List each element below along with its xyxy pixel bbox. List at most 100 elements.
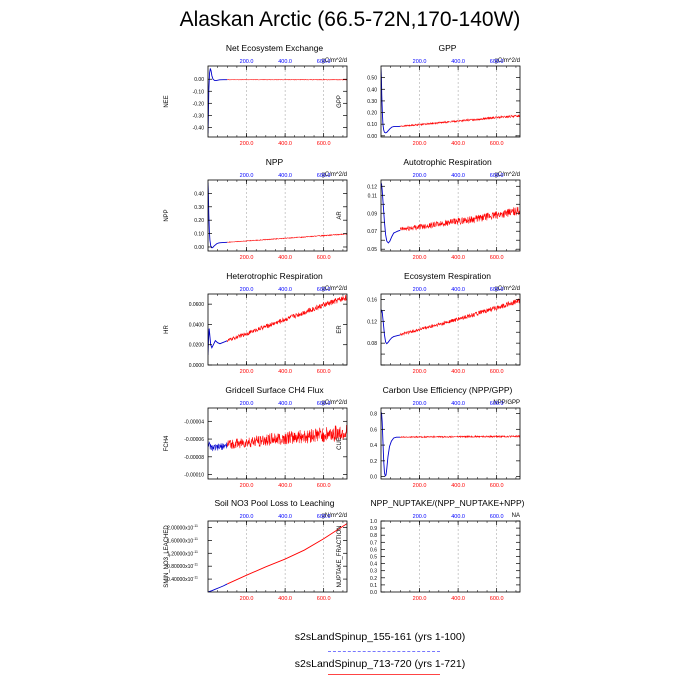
panel-ylabel-3: AR — [337, 211, 343, 220]
ytick-label-5-2: 0.08 — [367, 341, 377, 347]
xtoptick-label-7-0: 200.0 — [413, 401, 427, 407]
ytick-label-7-4: 0.8 — [370, 412, 377, 418]
panel-ylabel-2: NPP — [164, 209, 170, 221]
ytick-label-3-6: 0.11 — [368, 193, 378, 199]
legend-label-run-713-720: s2sLandSpinup_713-720 (yrs 1-721) — [294, 658, 466, 670]
xtoptick-label-5-0: 200.0 — [413, 287, 427, 293]
xtoptick-label-8-0: 200.0 — [240, 514, 254, 520]
xtick-label-0-0: 200.0 — [240, 141, 254, 147]
panel-ylabel-0: NEE — [164, 95, 170, 107]
ytick-label-0-1: -0.10 — [193, 89, 205, 95]
panel-units-3: gC/m^2/d — [495, 172, 521, 178]
xtick-label-3-0: 200.0 — [413, 255, 427, 261]
ytick-label-1-4: 0.40 — [367, 87, 377, 93]
panel-9: NPP_NUPTAKE/(NPP_NUPTAKE+NPP) NA NUPTAKE_F… — [337, 498, 525, 602]
panel-units-6: gC/m^2/d — [322, 400, 348, 406]
series-line-6-1 — [227, 424, 347, 449]
xtick-label-9-0: 200.0 — [413, 596, 427, 602]
series-line-3-0 — [381, 182, 401, 244]
panel-units-5: gC/m^2/d — [495, 286, 521, 292]
xtoptick-label-3-2: 600.0 — [490, 173, 504, 179]
panel-title-2: NPP — [266, 157, 284, 167]
xtoptick-label-1-1: 400.0 — [451, 59, 465, 65]
legend-line-run-155-161 — [328, 651, 440, 652]
ytick-label-2-4: 0.40 — [194, 191, 204, 197]
series-line-2-1 — [227, 233, 347, 243]
ytick-label-2-1: 0.10 — [194, 232, 204, 238]
xtoptick-label-9-1: 400.0 — [451, 514, 465, 520]
panel-units-1: gC/m^2/d — [495, 58, 521, 64]
xtick-label-2-2: 600.0 — [317, 255, 331, 261]
xtoptick-label-3-0: 200.0 — [413, 173, 427, 179]
xtick-label-6-1: 400.0 — [278, 483, 292, 489]
xtoptick-label-5-1: 400.0 — [451, 287, 465, 293]
ytick-label-8-1: 0.80000x10-11 — [167, 563, 198, 571]
xtoptick-label-2-0: 200.0 — [240, 173, 254, 179]
xtoptick-label-7-1: 400.0 — [451, 401, 465, 407]
panel-1: GPP gC/m^2/d GPP 200.0 400.0 600.0 200.0 400.0 6… — [337, 43, 521, 147]
xtoptick-label-1-2: 600.0 — [490, 59, 504, 65]
series-line-2-0 — [208, 182, 228, 249]
panel-title-5: Ecosystem Respiration — [404, 271, 491, 281]
xtick-label-8-1: 400.0 — [278, 596, 292, 602]
xtoptick-label-6-2: 600.0 — [317, 401, 331, 407]
ytick-label-6-0: -0.00004 — [184, 419, 204, 425]
figure-title: Alaskan Arctic (66.5-72N,170-140W) — [179, 8, 521, 31]
ytick-label-1-1: 0.10 — [367, 122, 377, 128]
ytick-label-3-4: 0.09 — [367, 211, 377, 217]
ytick-exp-8-3: -11 — [193, 537, 198, 541]
panel-frame-3 — [380, 179, 521, 252]
xtick-label-7-2: 600.0 — [490, 483, 504, 489]
xtick-label-9-1: 400.0 — [451, 596, 465, 602]
panel-ylabel-5: ER — [337, 325, 343, 334]
panel-frame-5 — [380, 293, 521, 366]
xtick-label-1-0: 200.0 — [413, 141, 427, 147]
ytick-label-3-0: 0.05 — [367, 247, 377, 253]
ytick-label-1-0: 0.00 — [367, 134, 377, 140]
panel-ylabel-7: CUE — [337, 437, 343, 450]
ytick-label-1-3: 0.30 — [367, 99, 377, 105]
xtick-label-4-0: 200.0 — [240, 369, 254, 375]
panel-title-8: Soil NO3 Pool Loss to Leaching — [214, 498, 334, 508]
ytick-label-0-3: -0.30 — [193, 113, 205, 119]
panel-units-0: gC/m^2/d — [322, 58, 348, 64]
panel-frame-9 — [380, 520, 521, 593]
legend-label-run-155-161: s2sLandSpinup_155-161 (yrs 1-100) — [294, 631, 466, 643]
ytick-label-2-2: 0.20 — [194, 218, 204, 224]
panel-4: Heterotrophic Respiration gC/m^2/d HR 200.0… — [164, 271, 348, 375]
ytick-label-7-2: 0.4 — [370, 443, 377, 449]
panel-frame-6 — [207, 407, 348, 480]
xtick-label-1-2: 600.0 — [490, 141, 504, 147]
panel-title-4: Heterotrophic Respiration — [226, 271, 323, 281]
series-line-4-1 — [227, 294, 347, 343]
ytick-label-9-0: 0.0 — [370, 590, 377, 596]
panel-ylabel-6: FCH4 — [164, 435, 170, 451]
panel-units-7: NPP/GPP — [493, 400, 520, 406]
panel-frame-0 — [207, 65, 348, 138]
panel-2: NPP gC/m^2/d NPP 200.0 400.0 600.0 200.0 400.0 6… — [164, 157, 348, 261]
panel-title-7: Carbon Use Efficiency (NPP/GPP) — [383, 385, 513, 395]
ytick-exp-8-2: -11 — [193, 550, 198, 554]
xtick-label-2-0: 200.0 — [240, 255, 254, 261]
xtick-label-3-2: 600.0 — [490, 255, 504, 261]
ytick-label-9-4: 0.4 — [370, 562, 377, 568]
ytick-label-9-5: 0.5 — [370, 555, 377, 561]
xtoptick-label-2-2: 600.0 — [317, 173, 331, 179]
panel-0: Net Ecosystem Exchange gC/m^2/d NEE 200.0 40… — [164, 43, 348, 147]
ytick-label-6-1: -0.00006 — [184, 437, 204, 443]
panel-units-8: gN/m^2/d — [322, 513, 348, 519]
ytick-label-4-3: 0.0600 — [189, 302, 205, 308]
ytick-label-7-3: 0.6 — [370, 427, 377, 433]
ytick-label-6-3: -0.00010 — [184, 473, 204, 479]
xtoptick-label-4-0: 200.0 — [240, 287, 254, 293]
ytick-label-9-2: 0.2 — [370, 576, 377, 582]
xtoptick-label-8-2: 600.0 — [317, 514, 331, 520]
xtick-label-7-1: 400.0 — [451, 483, 465, 489]
ytick-label-1-5: 0.50 — [367, 76, 377, 82]
panel-ylabel-1: GPP — [337, 95, 343, 108]
ytick-label-3-7: 0.12 — [367, 184, 377, 190]
xtoptick-label-4-1: 400.0 — [278, 287, 292, 293]
xtoptick-label-1-0: 200.0 — [413, 59, 427, 65]
series-line-4-0 — [208, 328, 228, 355]
